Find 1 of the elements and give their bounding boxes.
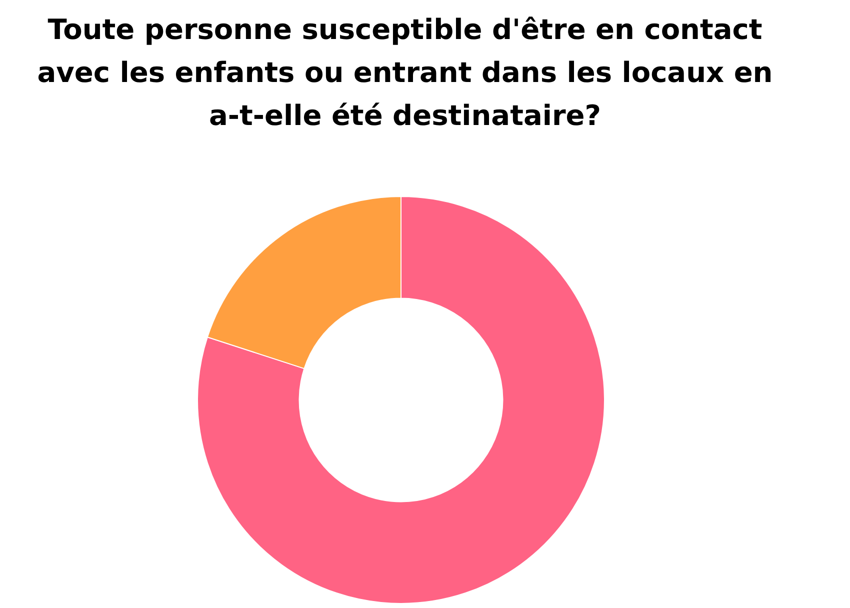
chart-title: Toute personne susceptible d'être en contact avec les enfants ou entrant dans les locaux en a-t-elle été destinataire? — [36, 12, 774, 134]
